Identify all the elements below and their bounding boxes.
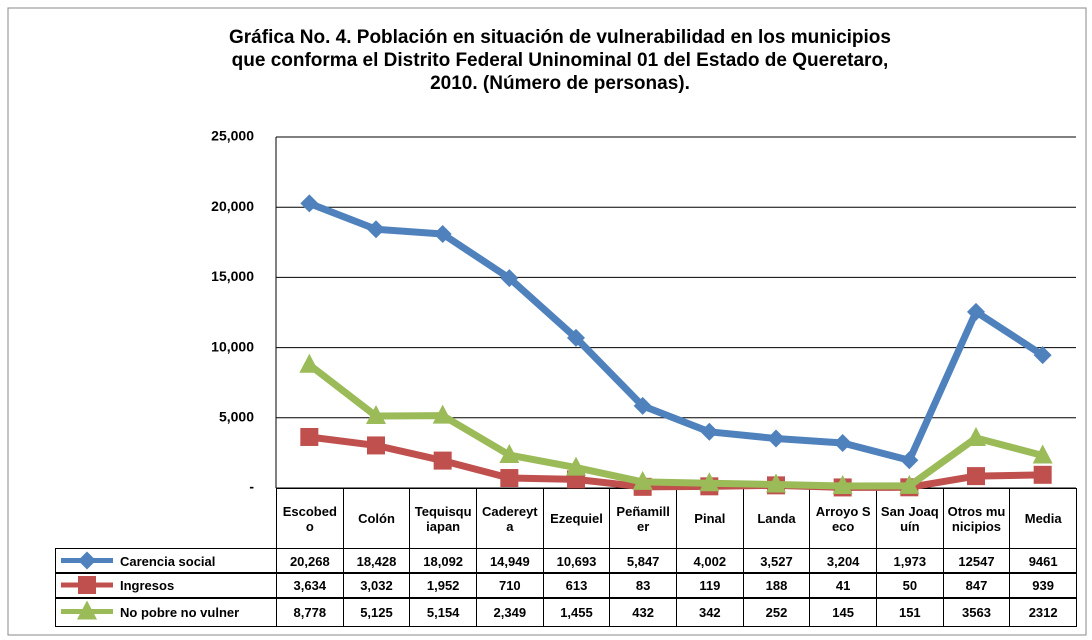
y-tick-label: 20,000 bbox=[211, 198, 254, 214]
table-value: 4,002 bbox=[676, 548, 744, 574]
table-value: 5,847 bbox=[609, 548, 677, 574]
table-value: 3,204 bbox=[809, 548, 877, 574]
category-cell: Tequisquiapan bbox=[409, 488, 477, 549]
category-cell: Ezequiel bbox=[542, 488, 611, 549]
category-cell: San Joaquín bbox=[876, 488, 944, 549]
data-point bbox=[633, 396, 652, 415]
title-line: Gráfica No. 4. Población en situación de… bbox=[229, 27, 891, 48]
table-value: 3,527 bbox=[742, 548, 811, 574]
category-cell: Colón bbox=[342, 488, 411, 549]
y-tick-label: 5,000 bbox=[219, 409, 254, 425]
table-value: 939 bbox=[1009, 572, 1077, 599]
data-point bbox=[833, 434, 852, 453]
y-tick-label: 25,000 bbox=[211, 128, 254, 144]
title-line: 2010. (Número de personas). bbox=[430, 73, 690, 94]
table-value: 252 bbox=[742, 597, 811, 627]
table-value: 83 bbox=[609, 572, 677, 599]
table-value: 50 bbox=[876, 572, 944, 599]
table-value: 2,349 bbox=[476, 597, 544, 627]
legend-entry: Ingresos bbox=[55, 572, 277, 599]
data-point bbox=[432, 404, 453, 424]
table-value: 14,949 bbox=[476, 548, 544, 574]
data-point bbox=[367, 436, 385, 455]
table-value: 613 bbox=[542, 572, 611, 599]
table-value: 1,952 bbox=[409, 572, 477, 599]
data-point bbox=[367, 220, 385, 239]
table-value: 12547 bbox=[942, 548, 1011, 574]
title-line: que conforma el Distrito Federal Uninomi… bbox=[231, 50, 889, 71]
category-cell: Otros municipios bbox=[942, 488, 1011, 549]
table-value: 188 bbox=[742, 572, 811, 599]
table-value: 342 bbox=[676, 597, 744, 627]
table-value: 20,268 bbox=[276, 548, 344, 574]
category-cell: Cadereyta bbox=[476, 488, 544, 549]
data-point bbox=[767, 429, 785, 448]
data-point bbox=[566, 456, 586, 476]
y-tick-label: - bbox=[249, 479, 254, 495]
data-point bbox=[499, 444, 520, 464]
category-cell: Pinal bbox=[676, 488, 744, 549]
table-value: 5,154 bbox=[409, 597, 477, 627]
data-point bbox=[567, 328, 585, 347]
data-point bbox=[700, 422, 719, 441]
category-cell: Landa bbox=[742, 488, 811, 549]
data-point bbox=[500, 469, 519, 488]
data-point bbox=[500, 269, 519, 288]
data-point bbox=[300, 427, 319, 446]
table-value: 145 bbox=[809, 597, 877, 627]
data-point bbox=[1033, 346, 1052, 365]
category-cell: Media bbox=[1009, 488, 1077, 549]
table-value: 432 bbox=[609, 597, 677, 627]
table-value: 5,125 bbox=[342, 597, 411, 627]
data-point bbox=[433, 224, 452, 243]
category-cell: Arroyo Seco bbox=[809, 488, 877, 549]
data-point bbox=[1033, 465, 1052, 484]
table-value: 710 bbox=[476, 572, 544, 599]
data-point bbox=[366, 405, 386, 425]
table-value: 3,032 bbox=[342, 572, 411, 599]
table-value: 151 bbox=[876, 597, 944, 627]
y-tick-label: 15,000 bbox=[211, 268, 254, 284]
table-value: 2312 bbox=[1009, 597, 1077, 627]
table-value: 41 bbox=[809, 572, 877, 599]
series-line bbox=[308, 200, 1045, 464]
table-value: 1,973 bbox=[876, 548, 944, 574]
legend-entry: Carencia social bbox=[55, 548, 277, 574]
data-point bbox=[967, 467, 985, 486]
table-value: 9461 bbox=[1009, 548, 1077, 574]
table-value: 847 bbox=[942, 572, 1011, 599]
table-value: 1,455 bbox=[542, 597, 611, 627]
data-point bbox=[1032, 444, 1053, 464]
table-value: 3,634 bbox=[276, 572, 344, 599]
table-value: 18,428 bbox=[342, 548, 411, 574]
data-point bbox=[966, 426, 986, 446]
data-point bbox=[300, 194, 319, 213]
data-point bbox=[299, 353, 320, 373]
series-line bbox=[307, 361, 1044, 490]
table-value: 18,092 bbox=[409, 548, 477, 574]
category-cell: Escobedo bbox=[276, 488, 344, 549]
table-value: 8,778 bbox=[276, 597, 344, 627]
category-cell: Peñamiller bbox=[609, 488, 677, 549]
data-point bbox=[567, 470, 585, 489]
chart-title: Gráfica No. 4. Población en situación de… bbox=[100, 26, 1020, 95]
series-line bbox=[308, 433, 1043, 491]
legend-entry: No pobre no vulner bbox=[55, 597, 277, 627]
data-point bbox=[900, 451, 919, 470]
data-point bbox=[967, 302, 985, 321]
table-value: 119 bbox=[676, 572, 744, 599]
table-value: 10,693 bbox=[542, 548, 611, 574]
table-value: 3563 bbox=[942, 597, 1011, 627]
data-point bbox=[433, 451, 452, 470]
y-tick-label: 10,000 bbox=[211, 338, 254, 354]
